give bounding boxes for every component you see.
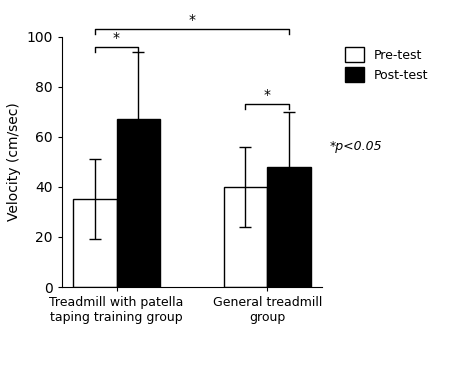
Legend: Pre-test, Post-test: Pre-test, Post-test [342,43,432,86]
Bar [117,119,160,287]
Text: *: * [189,13,195,27]
Text: *p<0.05: *p<0.05 [329,140,382,153]
Text: *: * [113,31,120,45]
Text: *: * [264,88,271,102]
Y-axis label: Velocity (cm/sec): Velocity (cm/sec) [7,103,21,221]
Bar [73,199,117,287]
Bar [267,167,311,287]
Bar [224,187,267,287]
